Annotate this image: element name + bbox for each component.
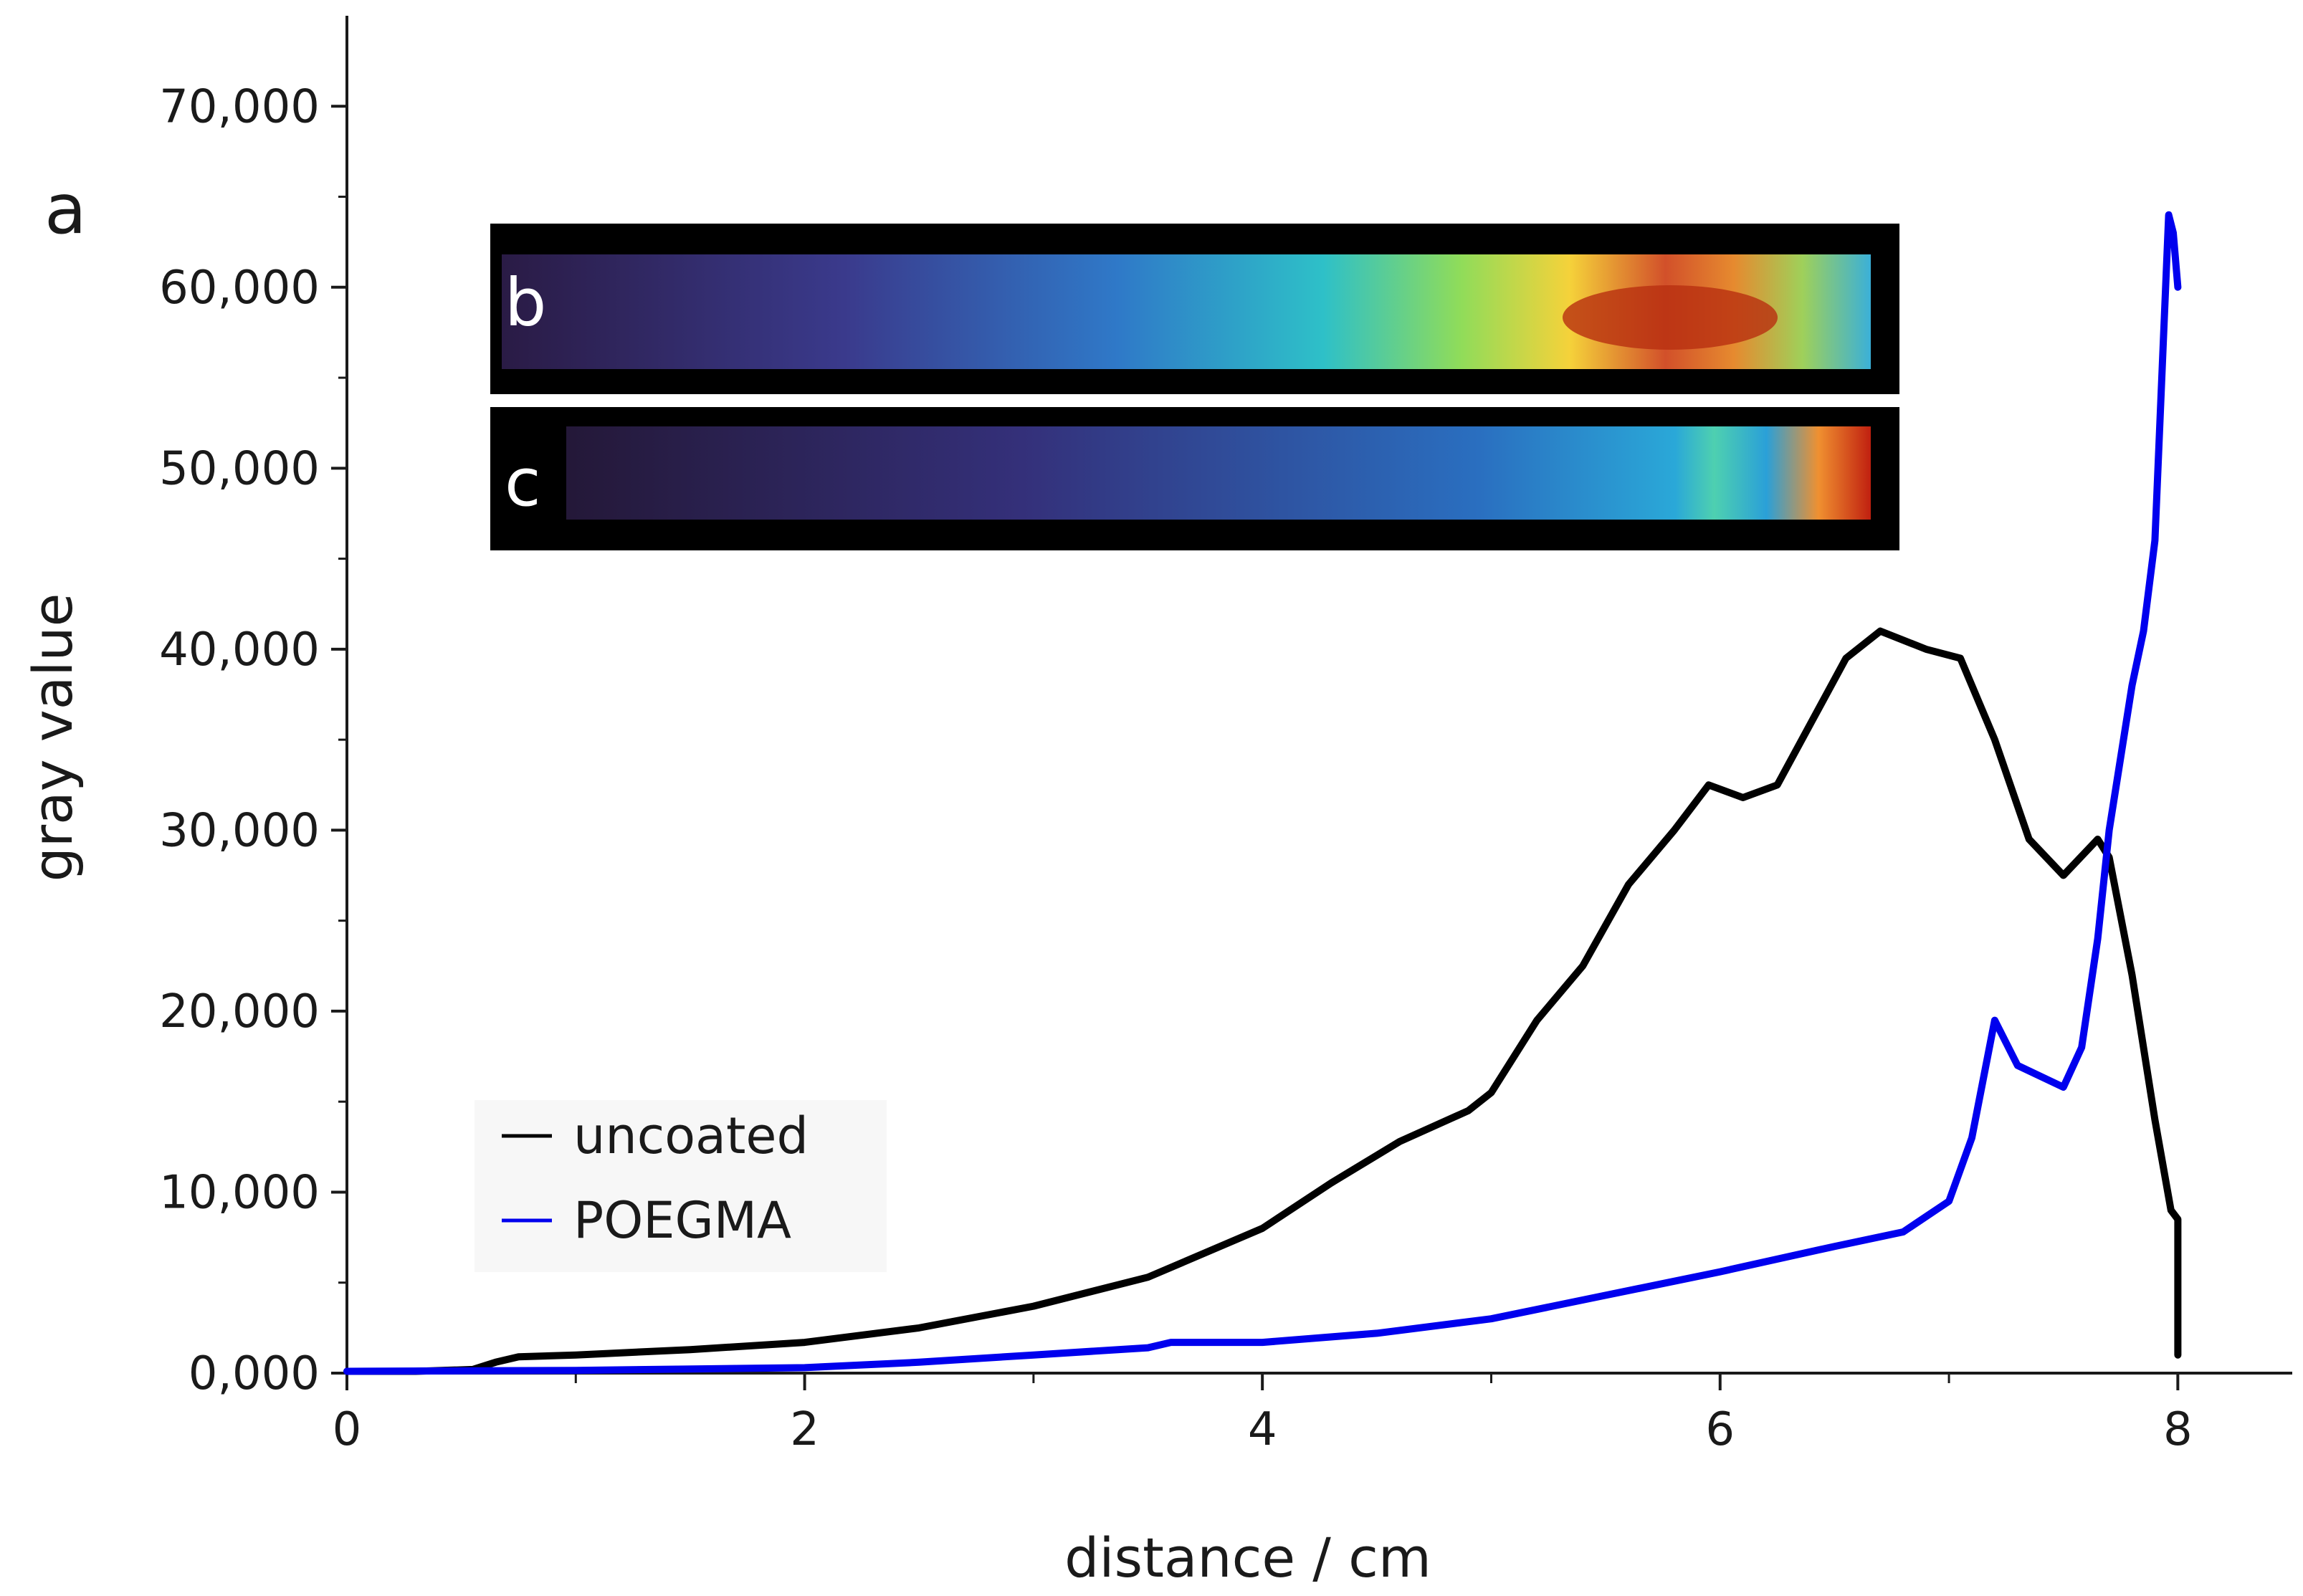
series-layer [343, 211, 2182, 1375]
panel-label-c: c [505, 444, 541, 521]
x-tick-label: 0 [333, 1403, 362, 1456]
legend-label: POEGMA [573, 1191, 791, 1250]
x-tick-label: 8 [2163, 1403, 2193, 1456]
labels-layer: 0,000 10,000 20,000 30,000 40,000 50,000 60,00… [21, 80, 2193, 1590]
x-tick-label: 2 [790, 1403, 819, 1456]
y-tick-label: 0,000 [189, 1347, 320, 1400]
y-tick-label: 10,000 [159, 1166, 320, 1219]
legend-box [475, 1100, 887, 1272]
y-axis-title: gray value [21, 593, 85, 882]
series-line-uncoated [343, 627, 2182, 1375]
inset-c-strip [566, 426, 1871, 520]
axes [331, 16, 2292, 1390]
inset-images [490, 224, 1899, 550]
panel-label-a: a [44, 169, 87, 249]
y-tick-label: 30,000 [159, 804, 320, 857]
x-axis-title: distance / cm [1064, 1526, 1431, 1590]
legend: uncoated POEGMA [475, 1100, 887, 1272]
panel-label-b: b [505, 264, 546, 341]
x-tick-label: 6 [1705, 1403, 1735, 1456]
legend-label: uncoated [573, 1107, 809, 1165]
y-tick-label: 50,000 [159, 442, 320, 495]
series-line-poegma [343, 211, 2182, 1375]
x-tick-label: 4 [1248, 1403, 1277, 1456]
y-tick-label: 60,000 [159, 262, 320, 315]
y-tick-label: 70,000 [159, 80, 320, 133]
y-tick-label: 40,000 [159, 623, 320, 677]
inset-b-hotspot [1563, 285, 1778, 350]
y-tick-label: 20,000 [159, 985, 320, 1038]
